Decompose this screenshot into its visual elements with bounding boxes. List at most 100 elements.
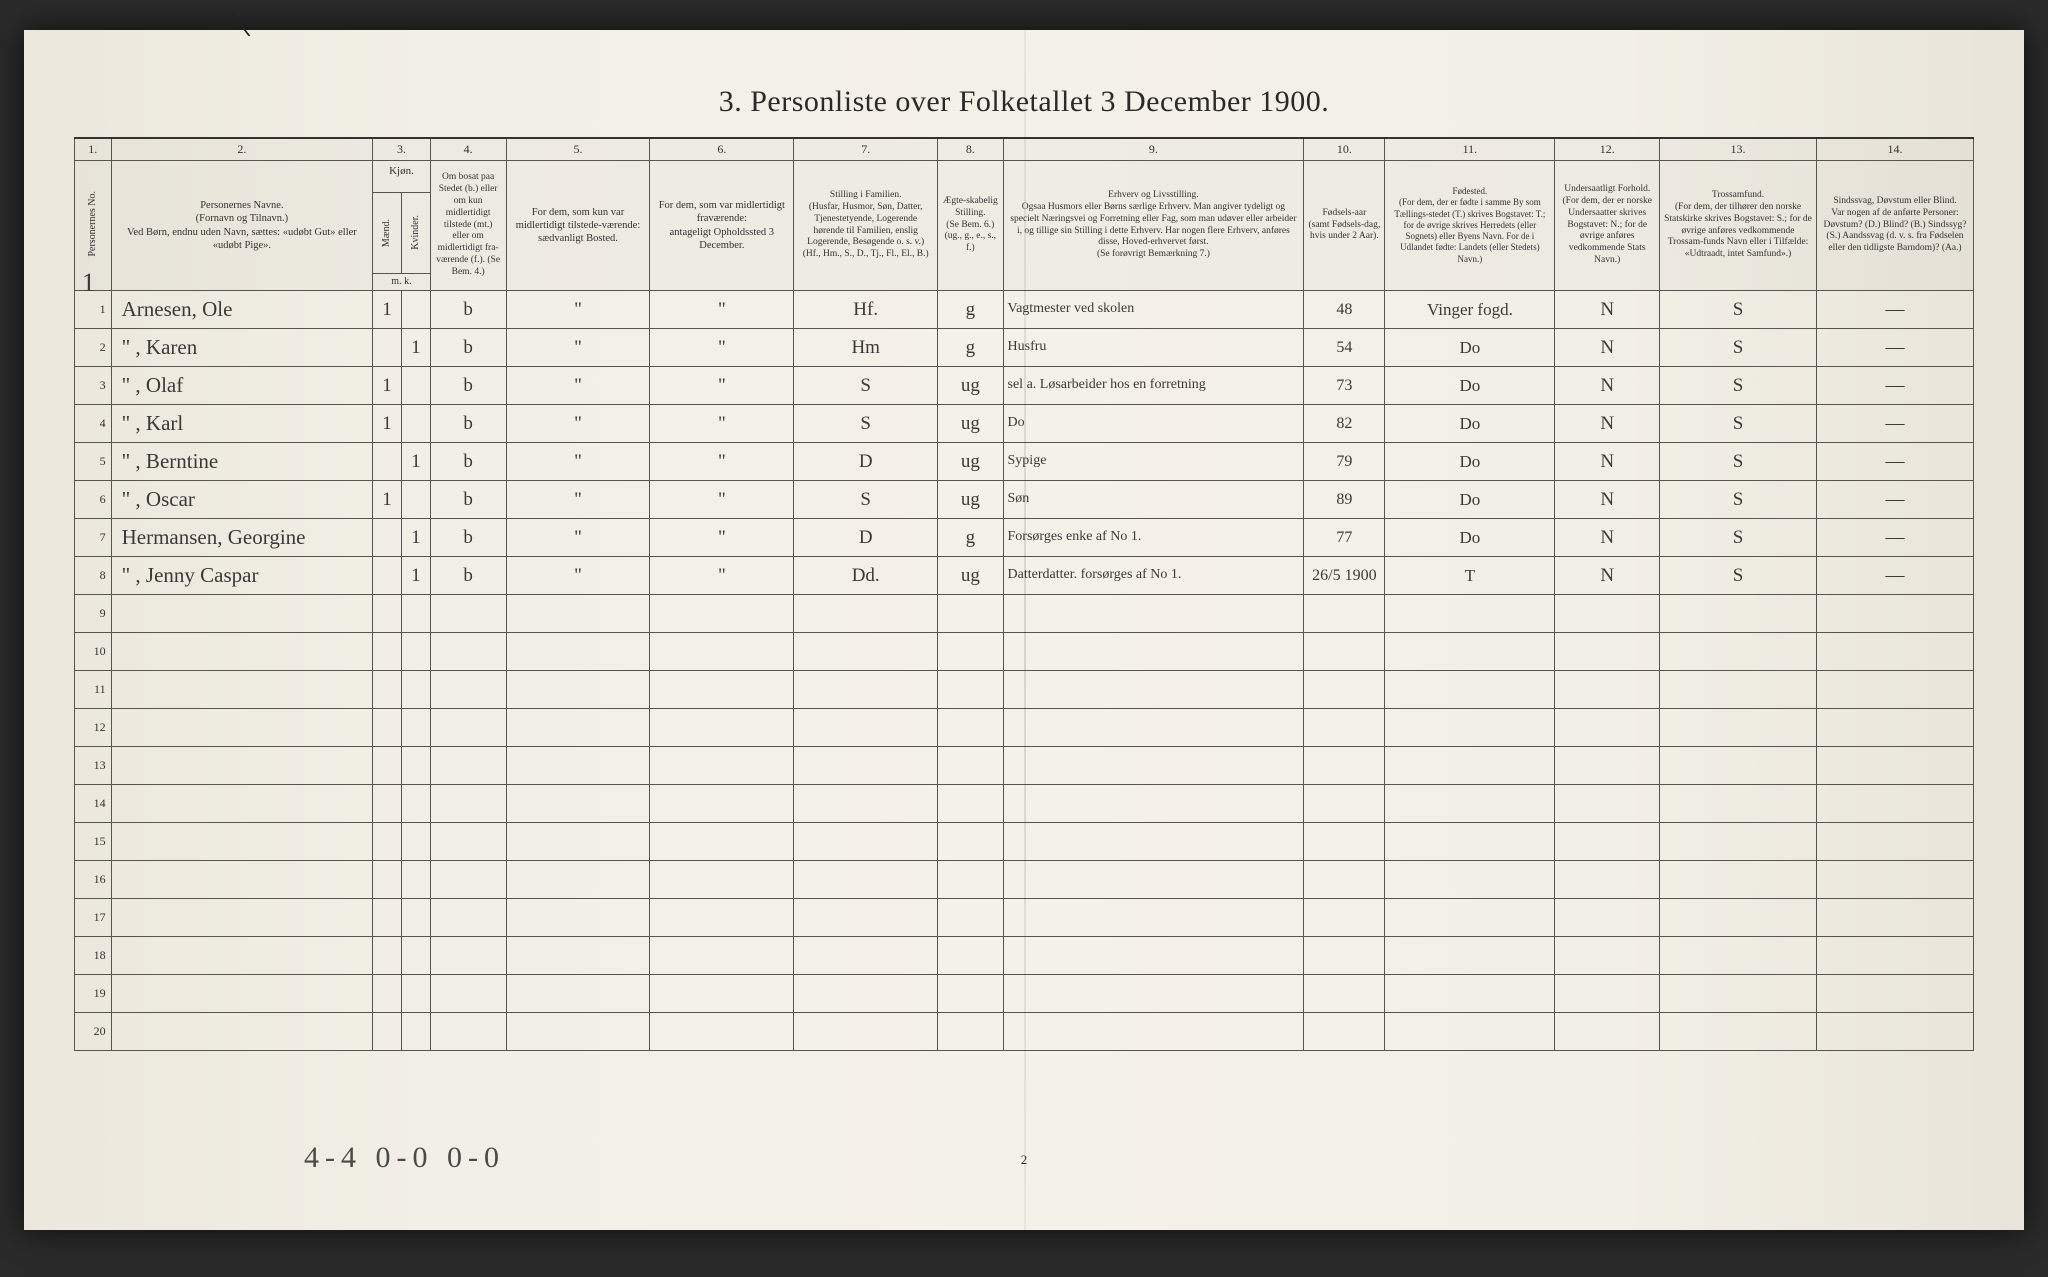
row-number: 10 — [75, 633, 112, 671]
cell-birthplace: Vinger fogd. — [1385, 291, 1555, 329]
cell-residence: b — [430, 367, 506, 405]
cell-name: " , Karen — [111, 329, 373, 367]
hdr-temp-present: For dem, som kun var midlertidigt tilste… — [506, 161, 650, 291]
row-number: 19 — [75, 975, 112, 1013]
cell-marital: ug — [938, 367, 1003, 405]
table-row-empty: 17 — [75, 899, 1974, 937]
cell-male — [373, 557, 402, 595]
cell-family-pos: D — [794, 519, 938, 557]
cell-family-pos: D — [794, 443, 938, 481]
table-row-empty: 11 — [75, 671, 1974, 709]
cell-name: Arnesen, Ole — [111, 291, 373, 329]
colnum-1: 1. — [75, 138, 112, 161]
cell-male: 1 — [373, 481, 402, 519]
cell-disability: — — [1816, 405, 1973, 443]
cell-c6: " — [650, 367, 794, 405]
colnum-8: 8. — [938, 138, 1003, 161]
cell-birthyear: 54 — [1304, 329, 1385, 367]
cell-c6: " — [650, 443, 794, 481]
cell-religion: S — [1660, 519, 1817, 557]
column-number-row: 1. 2. 3. 4. 5. 6. 7. 8. 9. 10. 11. 12. 1… — [75, 138, 1974, 161]
cell-religion: S — [1660, 329, 1817, 367]
cell-nationality: N — [1555, 519, 1660, 557]
cell-religion: S — [1660, 367, 1817, 405]
cell-occupation: sel a. Løsarbeider hos en forretning — [1003, 367, 1304, 405]
cell-male: 1 — [373, 291, 402, 329]
cell-residence: b — [430, 329, 506, 367]
cell-nationality: N — [1555, 367, 1660, 405]
cell-c6: " — [650, 519, 794, 557]
colnum-4: 4. — [430, 138, 506, 161]
cell-c6: " — [650, 557, 794, 595]
hdr-temp-absent: For dem, som var midlertidigt fraværende… — [650, 161, 794, 291]
cell-c5: " — [506, 481, 650, 519]
cell-marital: g — [938, 329, 1003, 367]
row-number: 9 — [75, 595, 112, 633]
cell-disability: — — [1816, 519, 1973, 557]
table-row-empty: 9 — [75, 595, 1974, 633]
table-row-empty: 10 — [75, 633, 1974, 671]
colnum-7: 7. — [794, 138, 938, 161]
colnum-12: 12. — [1555, 138, 1660, 161]
hdr-nationality: Undersaatligt Forhold. (For dem, der er … — [1555, 161, 1660, 291]
stray-mark: ╲ — [232, 11, 250, 39]
cell-male — [373, 443, 402, 481]
colnum-11: 11. — [1385, 138, 1555, 161]
cell-birthyear: 89 — [1304, 481, 1385, 519]
cell-c5: " — [506, 367, 650, 405]
cell-disability: — — [1816, 481, 1973, 519]
table-row: 2" , Karen1b""HmgHusfru54DoNS— — [75, 329, 1974, 367]
hdr-marital: Ægte-skabelig Stilling. (Se Bem. 6.) (ug… — [938, 161, 1003, 291]
cell-residence: b — [430, 443, 506, 481]
row-number: 18 — [75, 937, 112, 975]
cell-family-pos: S — [794, 367, 938, 405]
colnum-14: 14. — [1816, 138, 1973, 161]
cell-marital: ug — [938, 557, 1003, 595]
row-number: 4 — [75, 405, 112, 443]
cell-name: " , Karl — [111, 405, 373, 443]
cell-marital: g — [938, 291, 1003, 329]
cell-name: " , Oscar — [111, 481, 373, 519]
header-row: Personernes No. Personernes Navne. (Forn… — [75, 161, 1974, 291]
cell-c5: " — [506, 557, 650, 595]
cell-c5: " — [506, 329, 650, 367]
cell-name: " , Jenny Caspar — [111, 557, 373, 595]
cell-marital: ug — [938, 481, 1003, 519]
cell-marital: g — [938, 519, 1003, 557]
cell-name: " , Olaf — [111, 367, 373, 405]
table-row-empty: 20 — [75, 1013, 1974, 1051]
cell-female: 1 — [401, 329, 430, 367]
row-number: 20 — [75, 1013, 112, 1051]
row-number: 13 — [75, 747, 112, 785]
cell-family-pos: Dd. — [794, 557, 938, 595]
cell-birthyear: 82 — [1304, 405, 1385, 443]
cell-residence: b — [430, 291, 506, 329]
hdr-family-position: Stilling i Familien. (Husfar, Husmor, Sø… — [794, 161, 938, 291]
colnum-9: 9. — [1003, 138, 1304, 161]
cell-disability: — — [1816, 557, 1973, 595]
cell-female — [401, 367, 430, 405]
row-number: 5 — [75, 443, 112, 481]
cell-birthplace: T — [1385, 557, 1555, 595]
row-number: 12 — [75, 709, 112, 747]
hdr-disability: Sindssvag, Døvstum eller Blind. Var noge… — [1816, 161, 1973, 291]
cell-nationality: N — [1555, 329, 1660, 367]
cell-female: 1 — [401, 519, 430, 557]
cell-residence: b — [430, 405, 506, 443]
table-row-empty: 18 — [75, 937, 1974, 975]
row-number: 15 — [75, 823, 112, 861]
page-title: 3. Personliste over Folketallet 3 Decemb… — [74, 85, 1974, 119]
cell-disability: — — [1816, 329, 1973, 367]
row-number: 2 — [75, 329, 112, 367]
table-row: 3" , Olaf1b""Sugsel a. Løsarbeider hos e… — [75, 367, 1974, 405]
cell-occupation: Sypige — [1003, 443, 1304, 481]
bottom-tally: 4-4 0-0 0-0 — [304, 1141, 505, 1175]
cell-occupation: Vagtmester ved skolen — [1003, 291, 1304, 329]
hdr-occupation: Erhverv og Livsstilling. Ogsaa Husmors e… — [1003, 161, 1304, 291]
colnum-13: 13. — [1660, 138, 1817, 161]
cell-female — [401, 481, 430, 519]
cell-residence: b — [430, 481, 506, 519]
cell-religion: S — [1660, 291, 1817, 329]
cell-male — [373, 329, 402, 367]
cell-nationality: N — [1555, 405, 1660, 443]
